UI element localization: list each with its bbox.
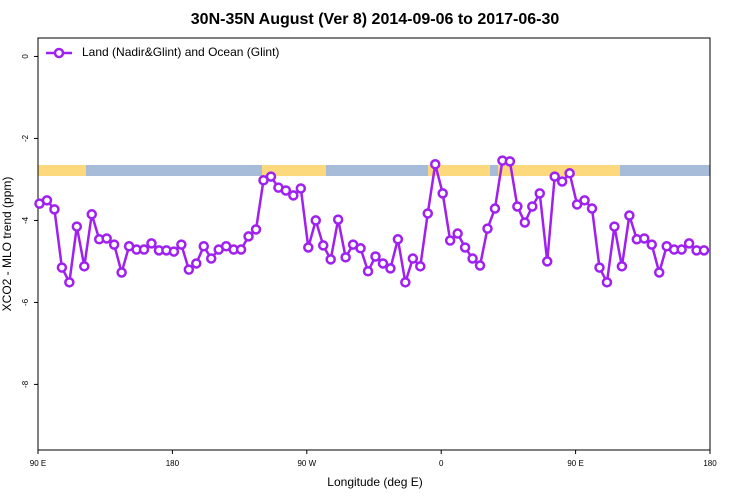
data-point [549,171,560,182]
data-point [586,203,598,214]
data-point [303,242,314,253]
data-point [41,195,53,206]
data-point [243,231,254,242]
y-tick-label: 0 [21,54,30,59]
plot-frame [37,37,711,451]
data-point [474,260,486,271]
x-tick-label: 180 [166,459,180,468]
series-line [38,159,705,287]
data-point [527,201,538,212]
y-tick-label: -6 [21,298,30,306]
data-point [138,244,150,255]
legend-marker [53,47,65,59]
data-point [205,253,217,264]
data-point [429,159,441,170]
data-point [392,234,404,245]
data-point [571,199,583,210]
chart-title: 30N-35N August (Ver 8) 2014-09-06 to 201… [191,11,560,28]
data-point [624,210,635,221]
data-point [400,277,411,288]
x-axis-label: Longitude (deg E) [327,475,422,489]
data-point [385,263,396,274]
y-tick-label: -8 [21,380,30,388]
ocean-strip [38,165,710,176]
data-point [601,277,613,288]
data-point [79,261,90,272]
data-point [676,244,687,255]
x-tick-label: 180 [703,459,717,468]
data-point [71,221,83,232]
data-point [265,171,277,182]
data-point [325,254,336,265]
data-point [86,209,98,220]
data-point [639,233,650,244]
data-point [489,203,501,214]
x-tick-label: 90 W [297,459,316,468]
surface-strip [38,165,710,176]
data-point [146,238,157,249]
data-point [116,267,127,278]
data-point [288,190,299,201]
data-point [459,242,471,253]
data-point [295,183,307,194]
data-point [407,253,419,264]
data-point [362,266,374,277]
data-point [541,256,553,267]
data-point [235,244,247,255]
data-point [198,241,210,252]
data-point [579,195,590,206]
data-point [653,267,665,278]
data-point [250,224,262,235]
data-point [377,258,389,269]
data-point [437,188,448,199]
data-point [616,261,628,272]
data-point [183,264,195,275]
land-strip [262,165,326,176]
data-point [64,277,75,288]
land-strip [428,165,490,176]
data-point [422,208,434,219]
x-tick-label: 90 E [30,459,46,468]
x-tick-label: 0 [439,459,444,468]
x-tick-label: 90 E [567,459,583,468]
data-point [646,239,658,250]
data-point [467,253,478,264]
data-point [280,185,292,196]
data-point [370,251,381,262]
data-point [594,262,605,273]
data-point [56,262,68,273]
data-point [683,238,695,249]
data-point [444,235,456,246]
data-point [504,156,516,167]
data-point [482,223,493,234]
data-point [49,204,60,215]
data-point [452,228,463,239]
data-point [698,245,710,256]
data-point [556,176,568,187]
data-point [176,239,187,250]
data-point [534,188,546,199]
y-tick-label: -4 [21,216,30,224]
data-point [310,215,322,226]
data-point [191,258,202,269]
data-point [415,261,426,272]
data-point [332,214,344,225]
data-point [355,243,366,254]
y-axis-label: XCO2 - MLO trend (ppm) [0,177,14,312]
land-strip [38,165,86,176]
data-point [519,217,531,228]
data-point [317,240,329,251]
data-point [108,239,120,250]
land-strip [498,165,620,176]
data-point [564,168,575,179]
y-tick-label: -2 [21,134,30,142]
data-point [512,201,523,212]
data-point [340,252,351,263]
data-point [101,233,112,244]
data-point [168,246,180,257]
data-point [609,221,620,232]
legend-label: Land (Nadir&Glint) and Ocean (Glint) [82,45,279,59]
